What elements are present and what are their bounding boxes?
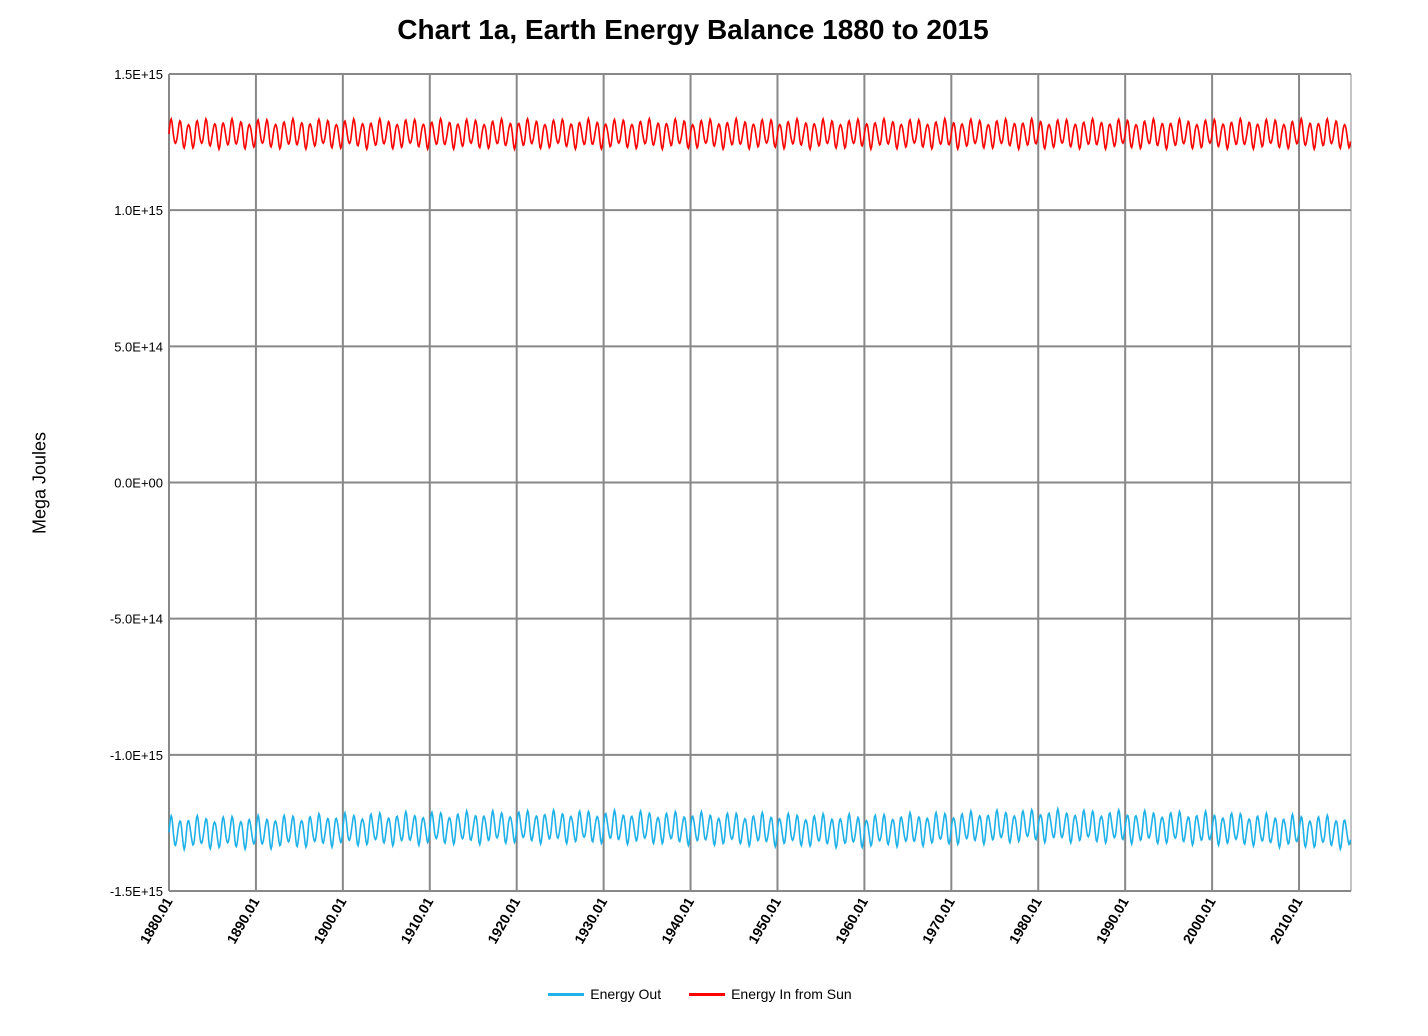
x-tick-label: 2000.01 [1180, 894, 1219, 946]
y-tick-label: 5.0E+14 [114, 339, 163, 354]
x-tick-label: 1920.01 [484, 894, 523, 946]
y-tick-label: 0.0E+00 [114, 476, 163, 491]
chart-plot-area: 1.5E+15 1.0E+15 5.0E+14 0.0E+00 -5.0E+14 -1.0… [110, 67, 1352, 946]
chart-title: Chart 1a, Earth Energy Balance 1880 to 2… [397, 14, 989, 45]
y-tick-label: -1.5E+15 [110, 884, 163, 899]
x-tick-label: 1880.01 [136, 894, 175, 946]
y-tick-label: 1.5E+15 [114, 67, 163, 82]
x-tick-label: 1910.01 [397, 894, 436, 946]
y-tick-labels: 1.5E+15 1.0E+15 5.0E+14 0.0E+00 -5.0E+14 -1.0… [110, 67, 163, 899]
y-tick-label: 1.0E+15 [114, 203, 163, 218]
legend-label-energy-out: Energy Out [590, 986, 662, 1002]
y-tick-label: -1.0E+15 [110, 748, 163, 763]
legend-swatch-energy-in [689, 992, 726, 996]
series-line-energy-out [168, 805, 1352, 853]
x-tick-label: 1970.01 [919, 894, 958, 946]
x-tick-label: 2010.01 [1266, 894, 1305, 946]
x-tick-label: 1980.01 [1006, 894, 1045, 946]
x-tick-label: 1940.01 [658, 894, 697, 946]
x-tick-label: 1930.01 [571, 894, 610, 946]
x-tick-label: 1900.01 [310, 894, 349, 946]
x-tick-label: 1960.01 [832, 894, 871, 946]
legend-label-energy-in: Energy In from Sun [731, 986, 852, 1002]
grid-lines [168, 73, 1352, 892]
x-tick-label: 1890.01 [223, 894, 262, 946]
series-layer [168, 115, 1352, 853]
x-tick-label: 1990.01 [1093, 894, 1132, 946]
legend-swatch-energy-out [548, 992, 585, 996]
series-line-energy-in [168, 115, 1352, 152]
legend-item-energy-in: Energy In from Sun [689, 986, 852, 1002]
legend: Energy Out Energy In from Sun [0, 986, 1400, 1002]
y-tick-label: -5.0E+14 [110, 612, 163, 627]
x-tick-label: 1950.01 [745, 894, 784, 946]
legend-item-energy-out: Energy Out [548, 986, 661, 1002]
x-tick-labels: 1880.01 1890.01 1900.01 1910.01 1920.01 1930.… [136, 894, 1305, 946]
